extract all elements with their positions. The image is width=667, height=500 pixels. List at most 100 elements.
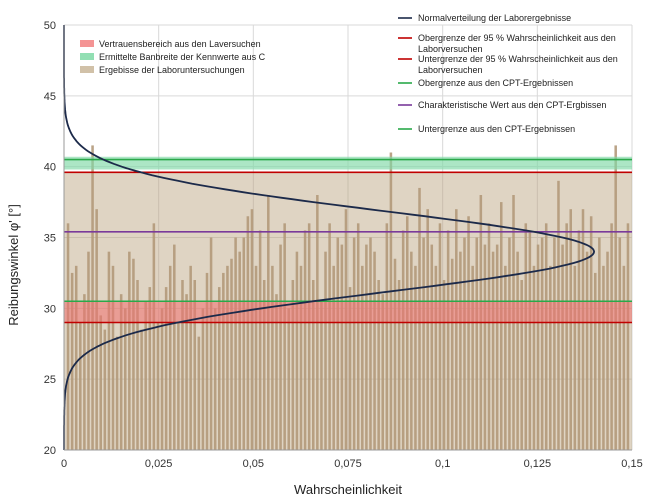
lab-result-bar [495, 244, 499, 450]
lab-result-bar [467, 216, 470, 450]
lab-result-bar [569, 209, 573, 450]
lab-result-bar [173, 244, 176, 450]
lab-result-bar [144, 301, 147, 450]
lab-result-bar [283, 223, 286, 450]
x-tick-label: 0,05 [243, 458, 264, 470]
lab-result-bar [222, 272, 225, 450]
lab-result-bar [344, 209, 348, 450]
legend-label-right-2: Obergrenze der 95 % Wahrscheinlichkeit a… [418, 33, 616, 43]
lab-result-bar [95, 209, 98, 450]
lab-result-bar [593, 272, 597, 450]
lab-result-bar [471, 265, 474, 450]
lab-result-bar [430, 244, 434, 450]
lab-result-bar [573, 265, 577, 450]
y-tick-label: 30 [44, 303, 56, 315]
lab-result-bar [66, 223, 70, 450]
lab-result-bar [598, 237, 601, 450]
lab-result-bar [487, 223, 491, 450]
lab-result-bar [626, 223, 630, 450]
legend-label-right-6: Untergrenze aus den CPT-Ergebnissen [418, 124, 575, 134]
lab-result-bar [291, 280, 295, 450]
lab-result-bar [201, 308, 205, 450]
lab-result-bar [422, 237, 425, 450]
lab-result-bar [373, 251, 376, 450]
lab-result-bar [107, 251, 111, 450]
lab-result-bar [410, 251, 413, 450]
lab-result-bar [148, 287, 152, 450]
lab-result-bar [160, 308, 164, 450]
lab-result-bar [508, 237, 511, 450]
lab-result-bar [438, 223, 442, 450]
lab-result-bar [320, 301, 323, 450]
lab-result-bar [610, 223, 613, 450]
lab-result-bar [499, 202, 503, 450]
legend-label-right-3: Laborversuchen [418, 65, 483, 75]
lab-result-bar [397, 280, 401, 450]
lab-result-bar [352, 237, 356, 450]
lab-result-bar [405, 216, 409, 450]
lab-result-bar [279, 244, 282, 450]
lab-result-bar [455, 209, 458, 450]
y-tick-label: 20 [44, 445, 56, 457]
lab-result-bar [103, 329, 107, 450]
lab-result-bar [336, 237, 340, 450]
lab-result-bar [540, 237, 544, 450]
lab-result-bar [303, 230, 307, 450]
lab-result-bar [128, 251, 131, 450]
lab-result-bar [258, 230, 262, 450]
lab-result-bar [585, 251, 589, 450]
lab-result-bar [361, 265, 364, 450]
lab-result-bar [463, 237, 466, 450]
lab-result-bar [581, 209, 585, 450]
lab-result-bar [442, 280, 446, 450]
lab-result-bar [614, 145, 617, 450]
x-tick-label: 0 [61, 458, 67, 470]
lab-result-bar [504, 265, 507, 450]
lab-result-bar [119, 294, 123, 450]
x-tick-label: 0,15 [621, 458, 642, 470]
legend-label-right-4: Obergrenze aus den CPT-Ergebnissen [418, 78, 573, 88]
lab-result-bar [99, 315, 103, 450]
lab-result-bar [589, 216, 593, 450]
lab-result-bar [250, 209, 254, 450]
lab-result-bar [156, 322, 160, 450]
lab-result-bar [459, 251, 462, 450]
lab-result-bar [205, 272, 209, 450]
legend-label-left-1: Vertrauensbereich aus den Laversuchen [99, 39, 261, 49]
lab-result-bar [168, 265, 172, 450]
y-tick-label: 35 [44, 233, 56, 245]
lab-result-bar [520, 280, 523, 450]
lab-result-bar [475, 237, 479, 450]
lab-result-bar [275, 294, 278, 450]
lab-result-bar [226, 265, 229, 450]
lab-result-bar [561, 244, 564, 450]
legend-label-right-2: Laborversuchen [418, 44, 483, 54]
y-tick-label: 50 [44, 20, 56, 32]
legend-label-left-2: Ermittelte Banbreite der Kennwerte aus C [99, 52, 266, 62]
x-axis-title: Wahrscheinlichkeit [294, 482, 402, 497]
legend-label-right-3: Untergrenze der 95 % Wahrscheinlichkeit … [418, 54, 618, 64]
x-tick-label: 0,125 [524, 458, 552, 470]
lab-result-bar [132, 258, 135, 450]
lab-result-bar [287, 308, 291, 450]
lab-result-bar [271, 265, 274, 450]
lab-result-bar [311, 280, 315, 450]
lab-result-bar [381, 294, 385, 450]
lab-result-bar [111, 265, 115, 450]
legend: Vertrauensbereich aus den Laversuchen Erm… [80, 13, 618, 134]
lab-result-bar [491, 251, 495, 450]
lab-result-bar [524, 223, 528, 450]
lab-result-bar [356, 223, 360, 450]
lab-result-bar [553, 237, 556, 450]
lab-result-bar [295, 251, 299, 450]
lab-result-bar [234, 237, 237, 450]
lab-result-bar [189, 265, 192, 450]
lab-result-bar [238, 251, 241, 450]
x-tick-label: 0,025 [145, 458, 173, 470]
lab-result-bar [242, 237, 246, 450]
lab-result-bar [606, 251, 609, 450]
lab-result-bar [217, 287, 221, 450]
lab-result-bar [164, 287, 168, 450]
